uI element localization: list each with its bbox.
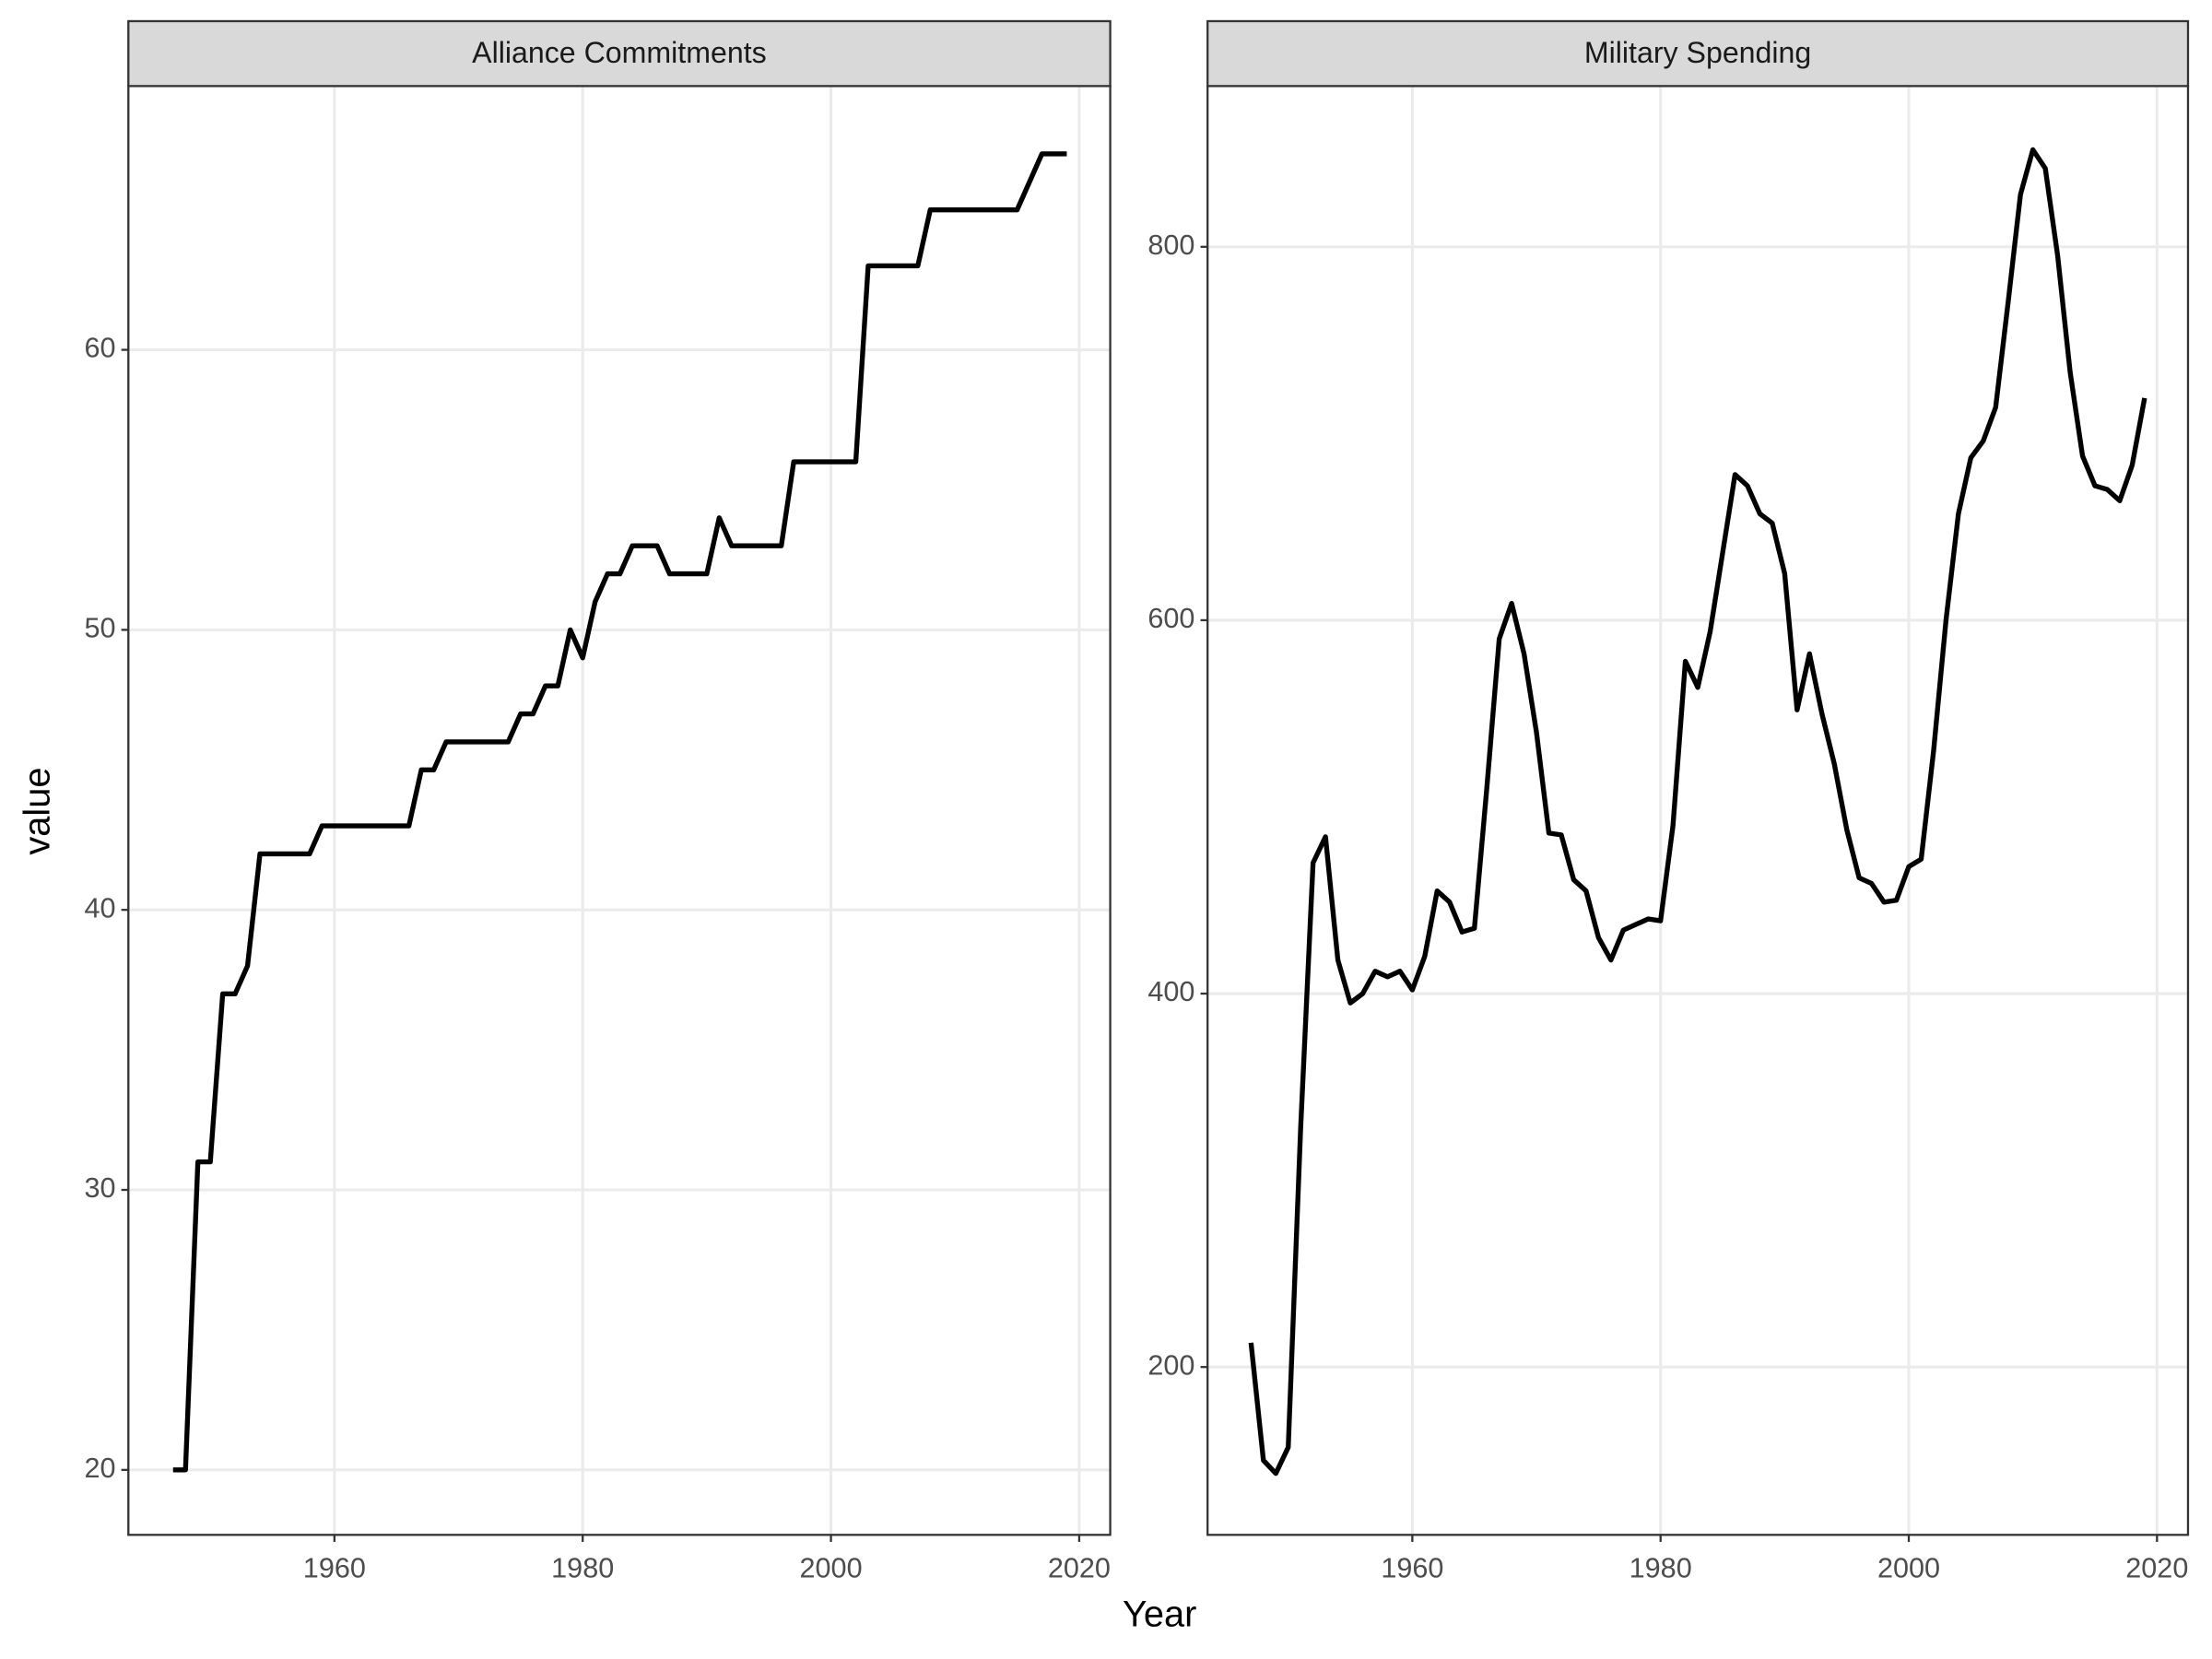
strip [1206,19,2190,88]
x-tick-label: 1960 [1381,1553,1443,1584]
x-tick-label: 2000 [1877,1553,1940,1584]
line [172,151,1067,1473]
panel-background [128,86,1111,1535]
x-tick-label: 2020 [2125,1553,2188,1584]
y-tick-label: 60 [84,333,115,364]
y-axis-label: value [17,768,57,855]
strip [127,19,1112,88]
x-axis-label: Year [1123,1594,1196,1635]
y-tick-label: 30 [84,1172,115,1204]
line [1248,147,2147,1477]
y-tick-label: 800 [1147,229,1194,261]
y-tick-label: 20 [84,1453,115,1484]
y-tick-label: 200 [1147,1349,1194,1381]
x-tick-label: 1960 [303,1553,366,1584]
panel-title: Alliance Commitments [472,36,767,69]
panel-background [1207,86,2188,1535]
panel-title: Military Spending [1584,36,1811,69]
x-tick-label: 1980 [551,1553,614,1584]
x-tick-label: 2020 [1048,1553,1111,1584]
y-tick-label: 50 [84,612,115,643]
x-tick-label: 1980 [1630,1553,1692,1584]
y-tick-label: 400 [1147,976,1194,1007]
x-tick-label: 2000 [800,1553,863,1584]
y-tick-label: 600 [1147,603,1194,634]
y-tick-label: 40 [84,892,115,924]
